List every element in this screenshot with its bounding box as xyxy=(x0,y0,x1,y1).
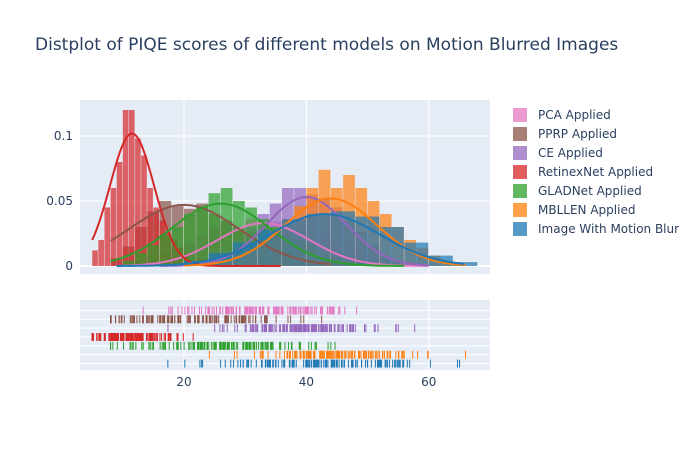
histogram-bar xyxy=(147,188,153,266)
density-curve xyxy=(183,197,466,267)
histogram-layer xyxy=(92,110,478,266)
legend[interactable]: PCA Applied PPRP Applied CE Applied Retinex… xyxy=(513,108,679,236)
histogram-bar xyxy=(147,245,160,266)
histogram-bar xyxy=(122,260,135,266)
histogram-bar xyxy=(184,214,196,266)
legend-label: CE Applied xyxy=(538,146,603,160)
histogram-bar xyxy=(153,207,160,266)
histogram-bar xyxy=(306,214,331,266)
x-tick-label: 40 xyxy=(299,375,314,389)
x-axis-ticks: 20 40 60 xyxy=(176,375,436,389)
legend-label: PCA Applied xyxy=(538,108,611,122)
chart-title: Distplot of PIQE scores of different mod… xyxy=(35,35,618,55)
legend-swatch xyxy=(513,165,527,179)
histogram-bar xyxy=(92,250,98,266)
density-curve xyxy=(116,212,465,267)
legend-label: Image With Motion Blur xyxy=(538,222,679,236)
histogram-bar xyxy=(281,219,306,266)
x-tick-label: 20 xyxy=(176,375,191,389)
density-curve xyxy=(122,222,429,267)
histogram-bar xyxy=(135,227,147,266)
histogram-bar xyxy=(98,240,104,266)
histogram-bar xyxy=(196,206,209,266)
legend-item[interactable]: PCA Applied xyxy=(513,108,611,122)
histogram-bar xyxy=(208,193,221,266)
histogram-bar xyxy=(110,258,123,266)
legend-item[interactable]: GLADNet Applied xyxy=(513,184,642,198)
histogram-bar xyxy=(135,253,147,266)
legend-item[interactable]: RetinexNet Applied xyxy=(513,165,653,179)
y-tick-label: 0.05 xyxy=(46,194,73,208)
histogram-bar xyxy=(147,211,160,266)
y-tick-label: 0 xyxy=(65,259,73,273)
rug-layer xyxy=(91,306,467,368)
histogram-bar xyxy=(453,262,478,266)
legend-swatch xyxy=(513,203,527,217)
legend-swatch xyxy=(513,127,527,141)
legend-label: RetinexNet Applied xyxy=(538,165,653,179)
legend-swatch xyxy=(513,184,527,198)
histogram-bar xyxy=(135,138,141,266)
density-curve xyxy=(110,202,405,267)
y-tick-label: 0.1 xyxy=(54,129,73,143)
histogram-bar xyxy=(116,162,123,266)
histogram-bar xyxy=(171,227,184,266)
legend-label: MBLLEN Applied xyxy=(538,203,635,217)
density-curve xyxy=(159,196,429,267)
rug-plot-area xyxy=(80,300,490,370)
density-curve xyxy=(110,203,332,266)
y-axis-ticks: 0 0.05 0.1 xyxy=(46,129,73,273)
legend-item[interactable]: PPRP Applied xyxy=(513,127,617,141)
legend-item[interactable]: Image With Motion Blur xyxy=(513,222,679,236)
legend-swatch xyxy=(513,146,527,160)
legend-label: GLADNet Applied xyxy=(538,184,642,198)
histogram-bar xyxy=(159,234,172,266)
histogram-bar xyxy=(232,201,245,266)
histogram-bar xyxy=(141,155,147,266)
histogram-bar xyxy=(330,211,355,266)
legend-label: PPRP Applied xyxy=(538,127,617,141)
histogram-bar xyxy=(122,110,129,266)
density-curve xyxy=(91,132,281,267)
x-tick-label: 60 xyxy=(421,375,436,389)
histogram-bar xyxy=(220,188,233,266)
legend-swatch xyxy=(513,108,527,122)
histogram-bar xyxy=(355,216,380,266)
histogram-bar xyxy=(104,207,111,266)
histogram-bar xyxy=(128,110,135,266)
legend-item[interactable]: MBLLEN Applied xyxy=(513,203,635,217)
legend-swatch xyxy=(513,222,527,236)
density-curve-layer xyxy=(91,132,466,267)
histogram-bar xyxy=(110,188,117,266)
legend-item[interactable]: CE Applied xyxy=(513,146,603,160)
